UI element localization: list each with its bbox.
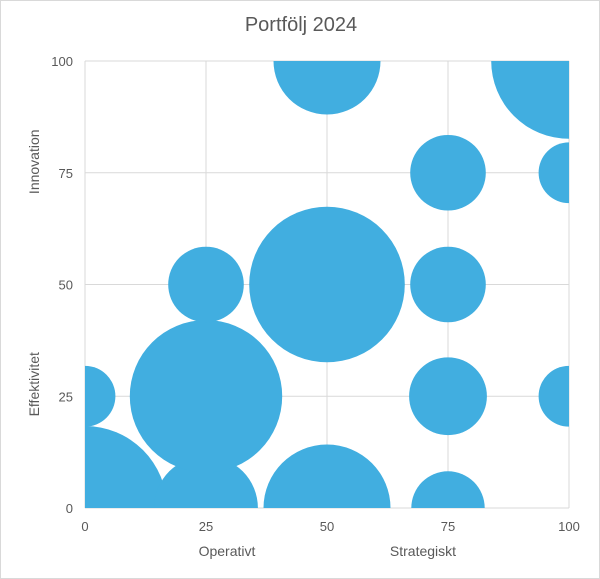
bubble-point <box>410 246 486 323</box>
x-axis-label: Strategiskt <box>390 543 456 559</box>
bubble-point <box>263 444 391 508</box>
bubble-point <box>491 61 569 139</box>
tick-labels: 0 25 50 75 100 0 25 50 75 100 <box>51 54 580 534</box>
x-axis-label: Operativt <box>199 543 256 559</box>
bubble-point <box>273 61 381 115</box>
y-tick-label: 0 <box>66 501 73 516</box>
bubbles <box>85 61 569 508</box>
y-axis-label: Effektivitet <box>26 352 42 416</box>
y-tick-label: 25 <box>59 389 73 404</box>
bubble-point <box>168 246 244 323</box>
x-tick-label: 0 <box>81 519 88 534</box>
bubble-point <box>538 142 569 204</box>
chart-title: Portfölj 2024 <box>244 14 358 36</box>
x-tick-label: 75 <box>441 519 455 534</box>
bubble-point <box>410 134 486 211</box>
bubble-point <box>249 206 405 363</box>
y-tick-label: 100 <box>51 54 73 69</box>
bubble-point <box>154 456 258 508</box>
y-tick-label: 75 <box>59 166 73 181</box>
y-tick-label: 50 <box>59 278 73 293</box>
bubble-point <box>85 426 167 508</box>
bubble-point <box>538 365 569 427</box>
axis-labels: Operativt Strategiskt Effektivitet Innovati… <box>26 129 456 559</box>
x-tick-label: 25 <box>199 519 213 534</box>
bubble-point <box>409 357 487 436</box>
bubble-point <box>129 320 283 473</box>
x-tick-label: 50 <box>320 519 334 534</box>
bubble-point <box>85 365 116 427</box>
x-tick-label: 100 <box>558 519 580 534</box>
bubble-point <box>411 471 485 508</box>
y-axis-label: Innovation <box>26 129 42 194</box>
